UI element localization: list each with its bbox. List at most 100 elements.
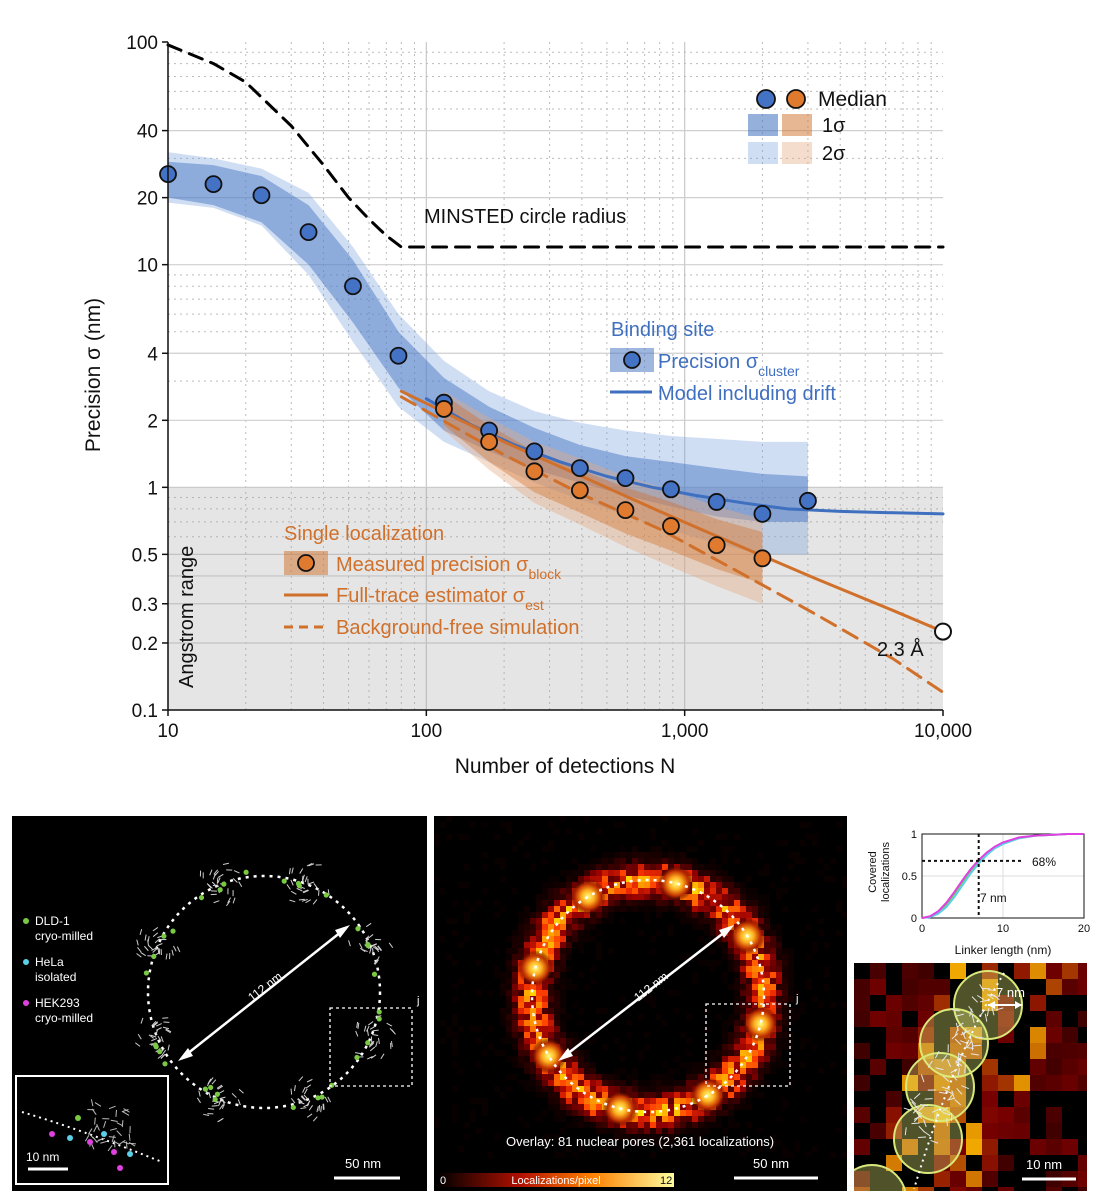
heat-pixel: [740, 888, 746, 894]
subunit-strand: [305, 899, 311, 904]
heat-pixel: [452, 1104, 458, 1110]
heat-pixel: [560, 894, 566, 900]
heat-pixel: [824, 966, 830, 972]
inset-strand: [93, 1125, 98, 1133]
inset-pixel: [1014, 1123, 1030, 1139]
heat-pixel: [740, 972, 746, 978]
heat-pixel: [560, 1116, 566, 1122]
y-tick-label: 0.2: [132, 634, 158, 655]
subunit-strand: [301, 1095, 306, 1101]
heat-pixel: [650, 1098, 656, 1104]
heat-pixel: [710, 1068, 716, 1074]
heat-pixel: [794, 876, 800, 882]
heat-pixel: [608, 1074, 614, 1080]
heat-pixel: [524, 1068, 530, 1074]
heat-pixel: [716, 834, 722, 840]
heat-pixel: [512, 984, 518, 990]
heat-pixel: [566, 888, 572, 894]
heat-pixel: [452, 1050, 458, 1056]
heat-hotspot: [530, 1037, 567, 1074]
heat-pixel: [668, 930, 674, 936]
heat-pixel: [650, 1002, 656, 1008]
heat-pixel: [782, 978, 788, 984]
heat-pixel: [554, 1080, 560, 1086]
heat-pixel: [728, 1044, 734, 1050]
heat-pixel: [590, 978, 596, 984]
heat-pixel: [602, 1086, 608, 1092]
heat-pixel: [746, 960, 752, 966]
heat-pixel: [536, 984, 542, 990]
heat-pixel: [734, 912, 740, 918]
heat-pixel: [614, 1074, 620, 1080]
heat-pixel: [698, 1122, 704, 1128]
heat-pixel: [584, 912, 590, 918]
heat-pixel: [554, 912, 560, 918]
heat-pixel: [650, 948, 656, 954]
binding-median-point: [707, 493, 726, 511]
legend-dot-hek293: [23, 1000, 29, 1006]
heat-pixel: [698, 1140, 704, 1146]
heat-pixel: [806, 984, 812, 990]
inset-pixel: [902, 995, 918, 1011]
heat-pixel: [782, 1032, 788, 1038]
heat-pixel: [782, 1002, 788, 1008]
heat-pixel: [578, 870, 584, 876]
heat-pixel: [572, 1002, 578, 1008]
subunit-strand: [374, 945, 380, 951]
subunit-strand: [363, 1025, 367, 1032]
heat-pixel: [548, 948, 554, 954]
heat-pixel: [566, 942, 572, 948]
heat-pixel: [506, 1086, 512, 1092]
heat-pixel: [578, 1038, 584, 1044]
subunit-strand: [207, 883, 213, 889]
heat-pixel: [782, 1062, 788, 1068]
heat-pixel: [770, 930, 776, 936]
inset-pixel: [982, 1107, 998, 1123]
heat-pixel: [728, 912, 734, 918]
subunit-strand: [222, 862, 229, 865]
zoom-box: [329, 1007, 413, 1087]
localization-dot: [290, 1104, 296, 1111]
subunit-strand: [226, 900, 231, 907]
heat-pixel: [524, 936, 530, 942]
heat-pixel: [692, 1110, 698, 1116]
inset-protein-strand: [940, 1107, 949, 1113]
heat-pixel: [716, 900, 722, 906]
heat-pixel: [692, 828, 698, 834]
heat-pixel: [626, 906, 632, 912]
y-tick-label: 100: [126, 33, 158, 54]
heat-pixel: [692, 1122, 698, 1128]
heat-pixel: [584, 1068, 590, 1074]
subunit-strand: [306, 1078, 313, 1083]
subunit-strand: [208, 1108, 215, 1110]
legend-hek293-line2: cryo-milled: [35, 1011, 93, 1025]
heat-pixel: [626, 1128, 632, 1134]
heat-pixel: [548, 846, 554, 852]
heat-pixel: [728, 1092, 734, 1098]
heat-pixel: [776, 978, 782, 984]
heat-pixel: [674, 1008, 680, 1014]
heat-pixel: [560, 1026, 566, 1032]
localization-dot: [295, 880, 302, 887]
inset-pixel: [950, 1027, 966, 1043]
heat-pixel: [482, 864, 488, 870]
binding-median-point: [753, 504, 772, 523]
legend-dld1-line2: cryo-milled: [35, 929, 93, 943]
heat-pixel: [560, 930, 566, 936]
heat-pixel: [674, 906, 680, 912]
heat-pixel: [668, 1116, 674, 1122]
heat-pixel: [578, 930, 584, 936]
heat-pixel: [650, 1092, 656, 1098]
heat-pixel: [656, 1086, 662, 1092]
inset-protein-strand: [954, 1038, 962, 1045]
heat-pixel: [554, 942, 560, 948]
inset-pixel: [934, 979, 950, 995]
heat-pixel: [638, 1056, 644, 1062]
localization-dot: [214, 1091, 220, 1097]
heat-pixel: [728, 846, 734, 852]
heat-pixel: [746, 1062, 752, 1068]
heat-pixel: [608, 894, 614, 900]
heat-pixel: [710, 1056, 716, 1062]
heat-pixel: [836, 822, 842, 828]
estimator-label: Full-trace estimator σest: [336, 585, 544, 613]
